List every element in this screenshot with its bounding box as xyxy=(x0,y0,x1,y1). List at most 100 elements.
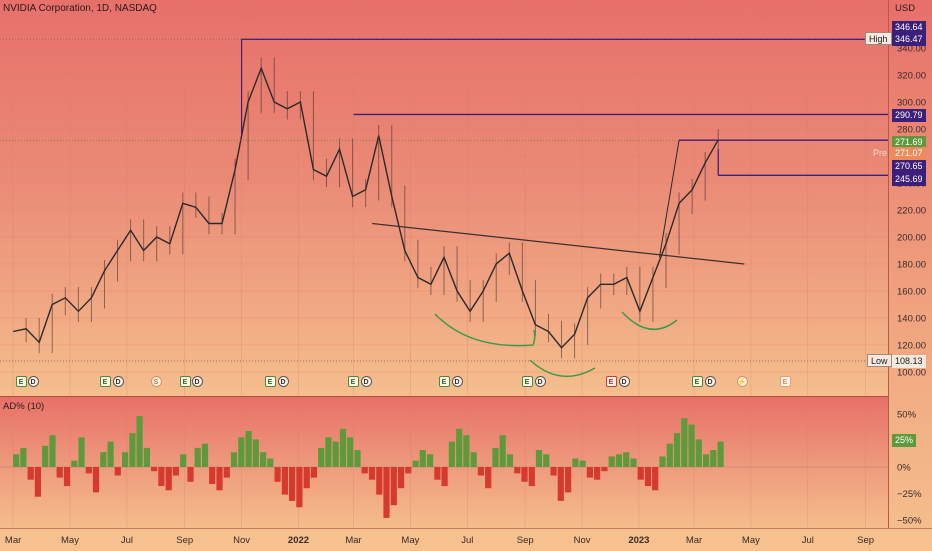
head-arc xyxy=(529,359,596,378)
indicator-bar xyxy=(49,435,56,467)
indicator-bar xyxy=(383,467,390,518)
dividend-event-icon[interactable]: D xyxy=(277,376,289,387)
time-tick-label: 2022 xyxy=(288,535,309,546)
earnings-event-icon[interactable]: E xyxy=(99,376,111,387)
dividend-event-icon[interactable]: D xyxy=(451,376,463,387)
price-badge: 271.69 xyxy=(892,135,926,149)
indicator-value-badge: 25% xyxy=(892,434,917,447)
dividend-event-icon[interactable]: D xyxy=(191,376,203,387)
indicator-bar xyxy=(398,467,405,489)
indicator-bar xyxy=(601,467,608,472)
price-tick-label: 340.00 xyxy=(897,44,926,55)
indicator-bar xyxy=(114,467,121,476)
indicator-bar xyxy=(368,467,376,480)
dividend-event-icon[interactable]: D xyxy=(360,376,372,387)
time-tick-label: Sep xyxy=(176,535,193,546)
indicator-bar xyxy=(34,467,41,497)
split-event-icon[interactable]: S xyxy=(150,376,162,387)
high-tag: High xyxy=(865,32,892,45)
symbol-title[interactable]: NVIDIA Corporation, 1D, NASDAQ xyxy=(3,3,157,14)
news-lightning-icon[interactable]: ⚡ xyxy=(736,376,748,387)
indicator-bar xyxy=(419,450,426,467)
indicator-bar xyxy=(56,467,63,478)
indicator-bar xyxy=(85,467,92,474)
indicator-bar xyxy=(412,460,419,467)
indicator-bar xyxy=(572,458,579,467)
time-tick-label: Nov xyxy=(233,535,250,546)
indicator-bar xyxy=(42,445,49,467)
indicator-bar xyxy=(245,431,252,467)
dividend-event-icon[interactable]: D xyxy=(704,376,716,387)
price-badge: 108.13 xyxy=(892,354,926,368)
indicator-bar xyxy=(347,437,354,467)
indicator-tick-label: 0% xyxy=(897,463,911,474)
dividend-event-icon[interactable]: D xyxy=(112,376,124,387)
breakout-leg xyxy=(658,140,680,258)
earnings-event-icon[interactable]: E xyxy=(264,376,276,387)
price-badge: 346.47 xyxy=(892,32,926,46)
indicator-bar xyxy=(194,447,201,467)
earnings-event-icon[interactable]: E xyxy=(521,376,533,387)
earnings-event-icon[interactable]: E xyxy=(179,376,191,387)
indicator-title[interactable]: AD% (10) xyxy=(3,401,45,412)
indicator-bar xyxy=(136,416,143,467)
price-tick-label: 180.00 xyxy=(897,260,926,271)
earnings-event-icon[interactable]: E xyxy=(605,376,617,387)
indicator-bar xyxy=(506,454,514,467)
indicator-bar xyxy=(557,467,564,501)
indicator-bar xyxy=(165,467,172,491)
indicator-tick-label: −25% xyxy=(897,489,922,500)
indicator-bar xyxy=(267,458,274,467)
price-tick-label: 120.00 xyxy=(897,341,926,352)
time-tick-label: May xyxy=(742,535,760,546)
indicator-bar xyxy=(390,467,397,506)
earnings-event-icon[interactable]: E xyxy=(691,376,703,387)
earnings-event-icon[interactable]: E xyxy=(347,376,359,387)
price-tick-label: 320.00 xyxy=(897,71,926,82)
time-tick-label: Nov xyxy=(574,535,591,546)
indicator-bar xyxy=(659,456,666,467)
price-tick-label: 160.00 xyxy=(897,287,926,298)
indicator-bar xyxy=(499,435,506,467)
indicator-bar xyxy=(456,428,463,467)
price-tick-label: 300.00 xyxy=(897,98,926,109)
indicator-bar xyxy=(492,447,499,467)
earnings-event-icon[interactable]: E xyxy=(438,376,450,387)
indicator-bar xyxy=(594,467,601,480)
indicator-bar xyxy=(151,467,158,472)
pane-divider[interactable] xyxy=(0,396,932,397)
indicator-bar xyxy=(673,433,681,467)
indicator-bar xyxy=(63,467,71,487)
indicator-bar xyxy=(223,467,230,478)
price-tick-label: 280.00 xyxy=(897,125,926,136)
dividend-event-icon[interactable]: D xyxy=(618,376,630,387)
indicator-bar xyxy=(107,441,114,467)
upcoming-earnings-icon[interactable]: E xyxy=(779,376,791,387)
indicator-bar xyxy=(376,467,383,495)
indicator-tick-label: −50% xyxy=(897,516,922,527)
indicator-bar xyxy=(695,439,702,467)
currency-label[interactable]: USD xyxy=(895,3,916,14)
indicator-bar xyxy=(615,454,622,467)
indicator-bar xyxy=(535,450,543,467)
indicator-bar xyxy=(78,437,85,467)
price-tick-label: 140.00 xyxy=(897,314,926,325)
earnings-event-icon[interactable]: E xyxy=(15,376,27,387)
indicator-bar xyxy=(652,467,659,491)
indicator-bar xyxy=(427,454,434,467)
price-pane[interactable] xyxy=(0,0,888,396)
indicator-bar xyxy=(543,454,550,467)
dividend-event-icon[interactable]: D xyxy=(534,376,546,387)
indicator-bar xyxy=(187,467,194,482)
indicator-bar xyxy=(92,467,100,493)
indicator-bar xyxy=(122,452,129,467)
price-tick-label: 220.00 xyxy=(897,206,926,217)
indicator-bar xyxy=(361,467,368,474)
indicator-bar xyxy=(485,467,492,489)
indicator-bar xyxy=(434,467,441,480)
indicator-tick-label: 50% xyxy=(897,410,917,421)
time-tick-label: 2023 xyxy=(628,535,649,546)
indicator-bar xyxy=(209,467,216,484)
dividend-event-icon[interactable]: D xyxy=(27,376,39,387)
time-scale[interactable] xyxy=(0,528,932,551)
